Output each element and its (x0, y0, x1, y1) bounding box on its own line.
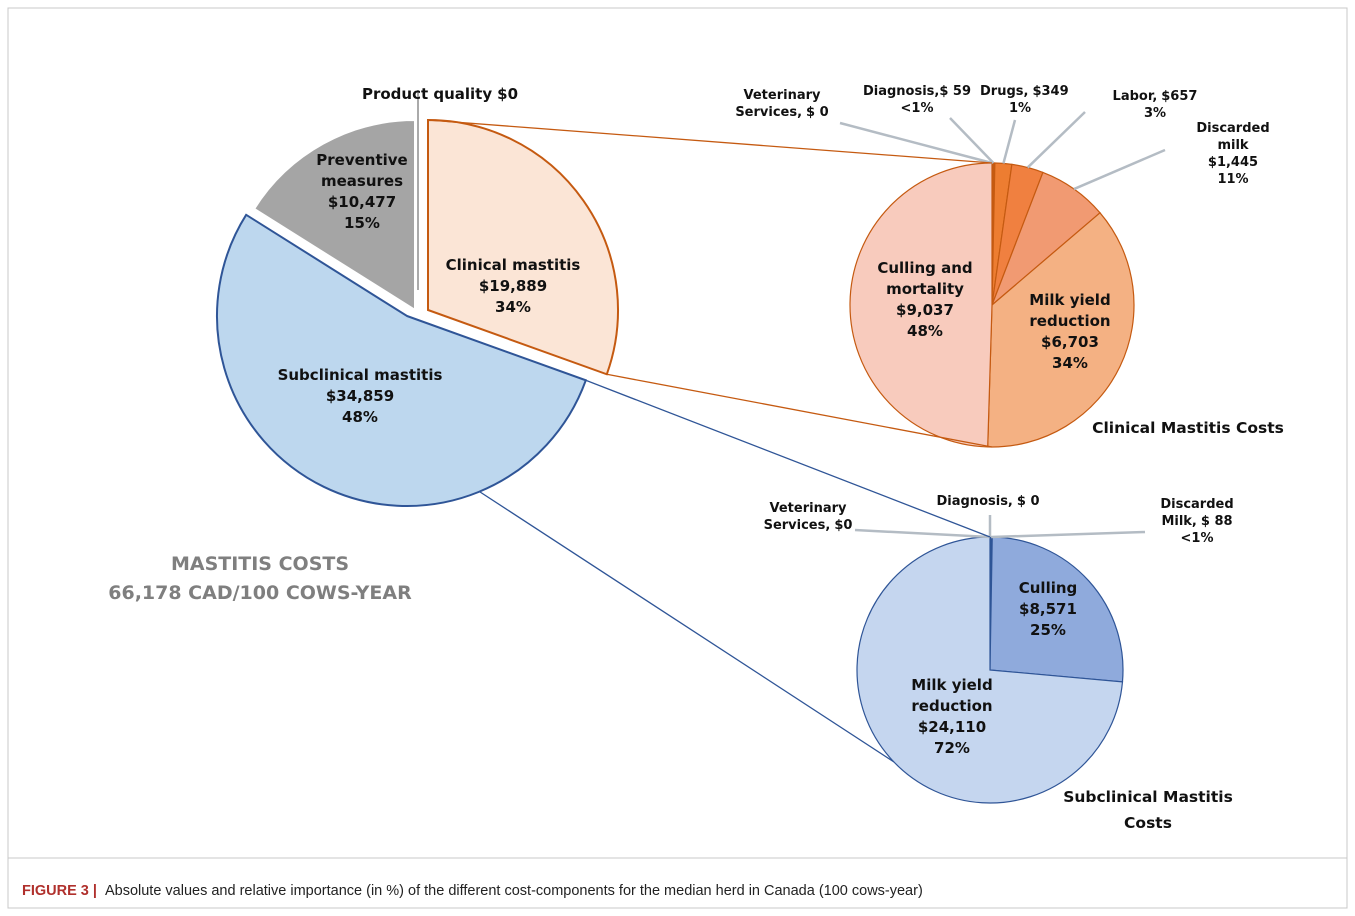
slice-value: $8,571 (1019, 600, 1077, 618)
slice-name: Diagnosis, (936, 494, 1013, 509)
leader-line (1073, 148, 1166, 191)
slice-label: Subclinical mastitis $34,859 48% (260, 365, 460, 428)
slice-value: $ 59 (939, 84, 972, 99)
slice-name: Discarded milk (1196, 121, 1270, 153)
slice-value: $9,037 (896, 301, 954, 319)
slice-percent: 1% (1008, 101, 1032, 116)
slice-label: Milk yield reduction $6,703 34% (1010, 290, 1130, 374)
slice-percent: 48% (342, 408, 378, 426)
slice-name: Veterinary Services, (763, 501, 847, 533)
leader-line (1002, 119, 1017, 164)
pie-slice (427, 118, 619, 376)
slice-label: Drugs, $349 1% (980, 83, 1069, 117)
slice-name: Veterinary Services, (735, 88, 821, 120)
slice-label: Milk yield reduction $24,110 72% (887, 675, 1017, 759)
slice-label: Clinical mastitis $19,889 34% (438, 255, 588, 318)
slice-label: Veterinary Services, $ 0 (722, 87, 842, 121)
leader-line (949, 117, 995, 164)
slice-label: Product quality $0 (310, 84, 570, 105)
slice-name: Milk yield reduction (911, 676, 993, 715)
slice-name: Discarded Milk, (1160, 497, 1234, 529)
slice-percent: <1% (900, 101, 934, 116)
slice-name: Preventive measures (316, 151, 408, 190)
slice-value: $34,859 (325, 387, 395, 405)
slice-percent: 15% (344, 214, 380, 232)
pie-slice (849, 162, 993, 448)
slice-name: Product quality (361, 85, 493, 103)
leader-line (854, 528, 991, 539)
slice-value: $24,110 (917, 718, 987, 736)
slice-percent: 25% (1030, 621, 1066, 639)
pie-title: Clinical Mastitis Costs (1068, 416, 1308, 442)
slice-value: $10,477 (327, 193, 397, 211)
slice-name: Clinical mastitis (445, 256, 581, 274)
connector-line (606, 373, 993, 448)
slice-label: Discarded Milk, $ 88 <1% (1147, 496, 1247, 547)
slice-percent: 34% (495, 298, 531, 316)
pie-title-text: MASTITIS COSTS (170, 553, 350, 575)
slice-value: $6,703 (1041, 333, 1099, 351)
caption: FIGURE 3 | Absolute values and relative i… (22, 883, 923, 899)
slice-label: Culling $8,571 25% (998, 578, 1098, 641)
pie-subtitle: 66,178 CAD/100 COWS-YEAR (108, 582, 412, 604)
slice-label: Culling and mortality $9,037 48% (865, 258, 985, 342)
slice-value: $0 (834, 518, 853, 533)
slice-percent: 11% (1217, 172, 1249, 187)
slice-label: Preventive measures $10,477 15% (307, 150, 417, 234)
slice-value: $ 88 (1200, 514, 1233, 529)
slice-value: $19,889 (478, 277, 548, 295)
leader-line (839, 121, 993, 165)
pie-slice (989, 536, 1124, 683)
leader-line (1026, 111, 1086, 169)
slice-name: Labor, (1112, 89, 1158, 104)
connector-line (479, 491, 895, 763)
pie-slice (987, 211, 1135, 448)
slice-value: $ 0 (806, 105, 829, 120)
slice-percent: 48% (907, 322, 943, 340)
leader-line (991, 530, 1146, 539)
frame (7, 7, 1348, 909)
connector-line (585, 379, 991, 538)
pie-slice (856, 536, 1124, 804)
slice-value: $657 (1161, 89, 1198, 104)
slice-percent: <1% (1180, 531, 1214, 546)
slice-value: $349 (1032, 84, 1069, 99)
slice-name: Milk yield reduction (1029, 291, 1111, 330)
caption-text: Absolute values and relative importance … (104, 883, 923, 899)
connector-line (427, 119, 993, 164)
caption-label: FIGURE 3 | (22, 883, 97, 899)
slice-label: Diagnosis, $ 0 (923, 493, 1053, 510)
pie-title: Subclinical Mastitis Costs (1048, 785, 1248, 836)
slice-label: Diagnosis,$ 59 <1% (857, 83, 977, 117)
slice-name: Drugs, (980, 84, 1029, 99)
slice-name: Subclinical mastitis (277, 366, 443, 384)
slice-label: Veterinary Services, $0 (748, 500, 868, 534)
slice-percent: 72% (934, 739, 970, 757)
slice-percent: 34% (1052, 354, 1088, 372)
pie-title-text: Clinical Mastitis Costs (1092, 419, 1284, 437)
pie-slice (252, 118, 416, 312)
slice-value: $0 (497, 85, 519, 103)
slice-value: $1,445 (1207, 155, 1259, 170)
slice-percent: 3% (1143, 106, 1167, 121)
slice-name: Diagnosis, (862, 84, 940, 99)
pie-slice (216, 213, 588, 507)
slice-name: Culling (1018, 579, 1078, 597)
slice-label: Discarded milk $1,445 11% (1193, 120, 1273, 188)
slice-value: $ 0 (1016, 494, 1040, 509)
pie-title-text: Subclinical Mastitis Costs (1063, 788, 1233, 832)
slice-label: Labor, $657 3% (1100, 88, 1210, 122)
pie-title: MASTITIS COSTS 66,178 CAD/100 COWS-YEAR (100, 550, 420, 608)
slice-name: Culling and mortality (877, 259, 973, 298)
